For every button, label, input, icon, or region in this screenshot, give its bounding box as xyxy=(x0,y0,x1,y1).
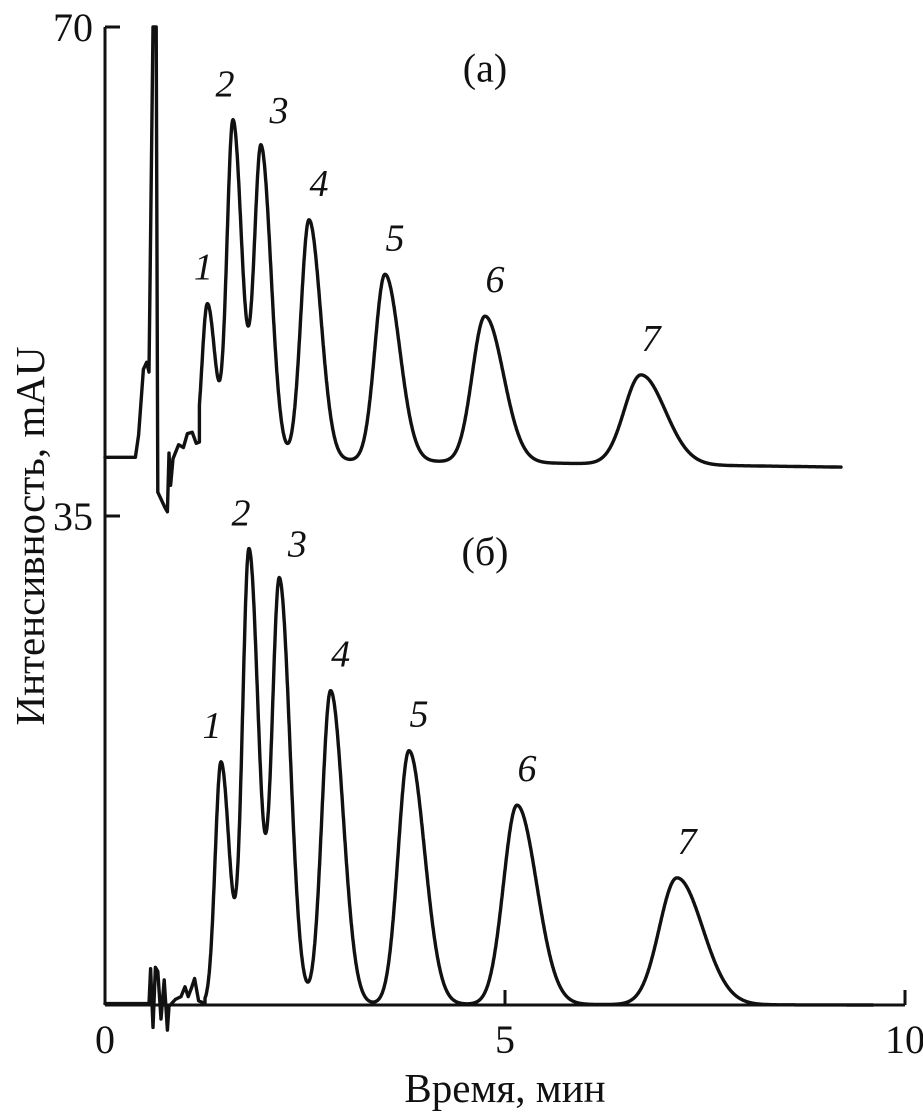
peak-label: 2 xyxy=(232,493,251,535)
peak-label: 2 xyxy=(216,64,235,106)
x-tick-label: 0 xyxy=(95,1017,115,1062)
peak-label: 3 xyxy=(269,90,289,132)
y-ticks: 35 70 xyxy=(53,5,120,539)
peak-label: 7 xyxy=(678,821,699,863)
peak-label: 5 xyxy=(386,217,405,259)
peak-label: 1 xyxy=(194,247,213,289)
peak-label: 6 xyxy=(486,259,505,301)
panel-label: (а) xyxy=(463,45,507,90)
x-ticks: 0 5 10 xyxy=(95,990,923,1062)
y-tick-label: 70 xyxy=(53,5,93,50)
peak-label: 1 xyxy=(203,705,222,747)
peak-label: 5 xyxy=(410,694,429,736)
peak-label: 4 xyxy=(310,163,329,205)
peak-label: 3 xyxy=(287,523,307,565)
panel-labels: (а) (б) xyxy=(462,45,509,573)
chromatogram-trace-a xyxy=(103,25,843,514)
y-axis-title: Интенсивность, mAU xyxy=(7,347,53,726)
y-tick-label: 35 xyxy=(53,494,93,539)
x-tick-label: 5 xyxy=(495,1017,515,1062)
chromatogram-trace-b xyxy=(103,546,875,1032)
peak-label: 7 xyxy=(642,318,663,360)
x-tick-label: 10 xyxy=(885,1017,923,1062)
panel-label: (б) xyxy=(462,529,509,574)
peak-label: 6 xyxy=(518,748,537,790)
peak-label: 4 xyxy=(331,634,350,676)
x-axis-title: Время, мин xyxy=(404,1065,605,1111)
